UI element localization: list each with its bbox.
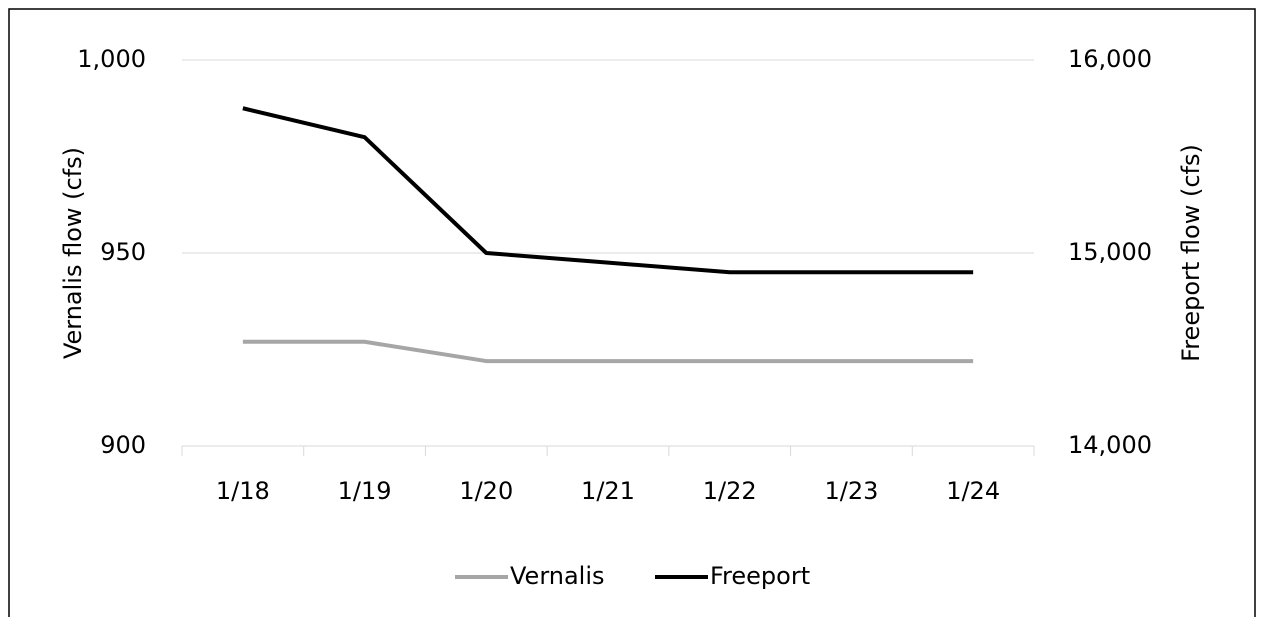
x-tick-label: 1/21: [581, 477, 635, 505]
legend-label: Freeport: [710, 562, 810, 590]
data-line: [242, 339, 974, 364]
y-tick-label: 900: [100, 431, 146, 459]
data-line: [242, 106, 974, 275]
legend-label: Vernalis: [510, 562, 605, 590]
y2-axis-label: Freeport flow (cfs): [1177, 144, 1205, 362]
x-tick-label: 1/18: [216, 477, 270, 505]
x-tick-label: 1/20: [459, 477, 513, 505]
x-tick-label: 1/19: [338, 477, 392, 505]
chart-border: [8, 8, 1256, 617]
y2-tick-label: 14,000: [1068, 431, 1152, 459]
y2-tick-label: 15,000: [1068, 238, 1152, 266]
x-tick-label: 1/22: [703, 477, 757, 505]
y-tick-label: 1,000: [77, 45, 146, 73]
x-tick-label: 1/23: [824, 477, 878, 505]
y2-tick-label: 16,000: [1068, 45, 1152, 73]
y-axis-label: Vernalis flow (cfs): [59, 147, 87, 359]
y-tick-label: 950: [100, 238, 146, 266]
x-tick-label: 1/24: [946, 477, 1000, 505]
